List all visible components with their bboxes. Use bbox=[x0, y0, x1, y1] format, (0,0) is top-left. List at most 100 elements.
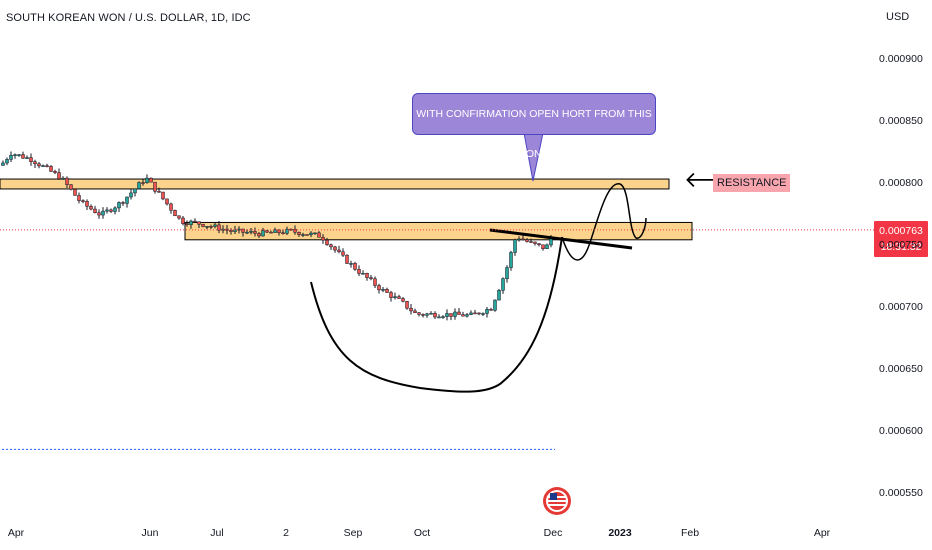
candle-body bbox=[393, 296, 397, 298]
candle-body bbox=[65, 177, 69, 185]
candle-body bbox=[305, 234, 309, 236]
x-tick-label: Apr bbox=[7, 527, 25, 539]
candle-body bbox=[233, 229, 237, 232]
candle-body bbox=[81, 200, 85, 202]
candle-body bbox=[77, 195, 81, 201]
candle-body bbox=[309, 232, 313, 235]
candle-body bbox=[25, 157, 29, 159]
candle-body bbox=[181, 217, 185, 224]
candle-body bbox=[141, 182, 145, 184]
candle-body bbox=[45, 165, 49, 167]
candle-body bbox=[197, 221, 201, 225]
candle-body bbox=[437, 316, 441, 319]
candle-body bbox=[313, 232, 317, 235]
candle-body bbox=[405, 301, 409, 309]
candle-body bbox=[465, 314, 469, 317]
candle-body bbox=[257, 233, 261, 237]
projection-curve[interactable] bbox=[561, 183, 647, 261]
y-tick-label: 0.000700 bbox=[879, 301, 923, 313]
candle-body bbox=[133, 188, 137, 194]
candle-body bbox=[461, 314, 465, 317]
candle-body bbox=[541, 244, 545, 249]
x-tick-label: Oct bbox=[413, 527, 431, 539]
cup-curve[interactable] bbox=[310, 236, 563, 393]
candle-body bbox=[145, 177, 149, 183]
candle-body bbox=[161, 191, 165, 200]
candle-body bbox=[425, 313, 429, 316]
candle-body bbox=[445, 313, 449, 317]
candle-body bbox=[285, 228, 289, 234]
candle-body bbox=[253, 231, 257, 234]
candle-body bbox=[85, 201, 89, 207]
bar-countdown: 18:31:32 bbox=[880, 241, 922, 253]
candle-body bbox=[41, 165, 45, 167]
callout-note[interactable]: WITH CONFIRMATION OPEN HORT FROM THIS ZO… bbox=[412, 93, 656, 160]
us-flag-icon[interactable] bbox=[542, 486, 572, 516]
candle-body bbox=[109, 209, 113, 212]
candle-body bbox=[297, 231, 301, 236]
last-price-badge: 0.000763 18:31:32 bbox=[874, 221, 928, 257]
y-tick-label: 0.000800 bbox=[879, 177, 923, 189]
candle-body bbox=[249, 231, 253, 233]
candle-body bbox=[361, 273, 365, 275]
candle-body bbox=[365, 273, 369, 278]
candle-body bbox=[13, 154, 17, 156]
candle-body bbox=[545, 244, 549, 249]
candle-body bbox=[521, 238, 525, 241]
candle-body bbox=[113, 207, 117, 212]
candle-body bbox=[417, 312, 421, 315]
candle-body bbox=[241, 228, 245, 233]
trend-line[interactable] bbox=[489, 228, 633, 250]
x-tick-label: 2023 bbox=[608, 527, 632, 539]
candle-body bbox=[413, 310, 417, 313]
candle-body bbox=[525, 239, 529, 242]
candle-body bbox=[457, 311, 461, 315]
candle-body bbox=[317, 232, 321, 238]
resistance-zone[interactable] bbox=[0, 178, 670, 190]
candle-body bbox=[117, 202, 121, 209]
candle-body bbox=[281, 232, 285, 234]
candle-body bbox=[353, 263, 357, 270]
candle-body bbox=[293, 229, 297, 233]
candle-body bbox=[177, 215, 181, 219]
candle-body bbox=[69, 184, 73, 190]
candle-body bbox=[373, 278, 377, 286]
candle-body bbox=[421, 314, 425, 316]
candle-body bbox=[137, 182, 141, 190]
candle-body bbox=[401, 298, 405, 302]
candle-body bbox=[9, 155, 13, 160]
candle-body bbox=[329, 244, 333, 248]
candle-body bbox=[477, 312, 481, 315]
candle-body bbox=[409, 307, 413, 312]
candle-body bbox=[261, 230, 265, 237]
y-tick-label: 0.000900 bbox=[879, 53, 923, 65]
candle-body bbox=[529, 241, 533, 243]
candle-body bbox=[53, 171, 57, 173]
candle-body bbox=[357, 269, 361, 274]
candle-body bbox=[125, 196, 129, 204]
support-zone[interactable] bbox=[184, 221, 693, 241]
candle-body bbox=[193, 220, 197, 223]
candle-body bbox=[37, 163, 41, 167]
candle-body bbox=[213, 224, 217, 227]
candle-body bbox=[33, 161, 37, 165]
candle-body bbox=[189, 220, 193, 225]
candle-body bbox=[93, 208, 97, 213]
candle-body bbox=[157, 191, 161, 193]
candle-body bbox=[17, 154, 21, 156]
candle-body bbox=[537, 243, 541, 245]
candle-body bbox=[97, 212, 101, 216]
candle-body bbox=[153, 181, 157, 192]
candle-body bbox=[449, 313, 453, 317]
currency-label: USD bbox=[886, 11, 910, 23]
y-tick-label: 0.000550 bbox=[879, 487, 923, 499]
candle-body bbox=[453, 311, 457, 317]
candle-body bbox=[165, 198, 169, 205]
x-tick-label: Apr bbox=[813, 527, 831, 539]
candle-body bbox=[397, 296, 401, 299]
candle-body bbox=[369, 277, 373, 280]
candle-body bbox=[205, 226, 209, 228]
candle-body bbox=[89, 206, 93, 210]
candle-body bbox=[61, 177, 65, 180]
candle-body bbox=[441, 316, 445, 318]
